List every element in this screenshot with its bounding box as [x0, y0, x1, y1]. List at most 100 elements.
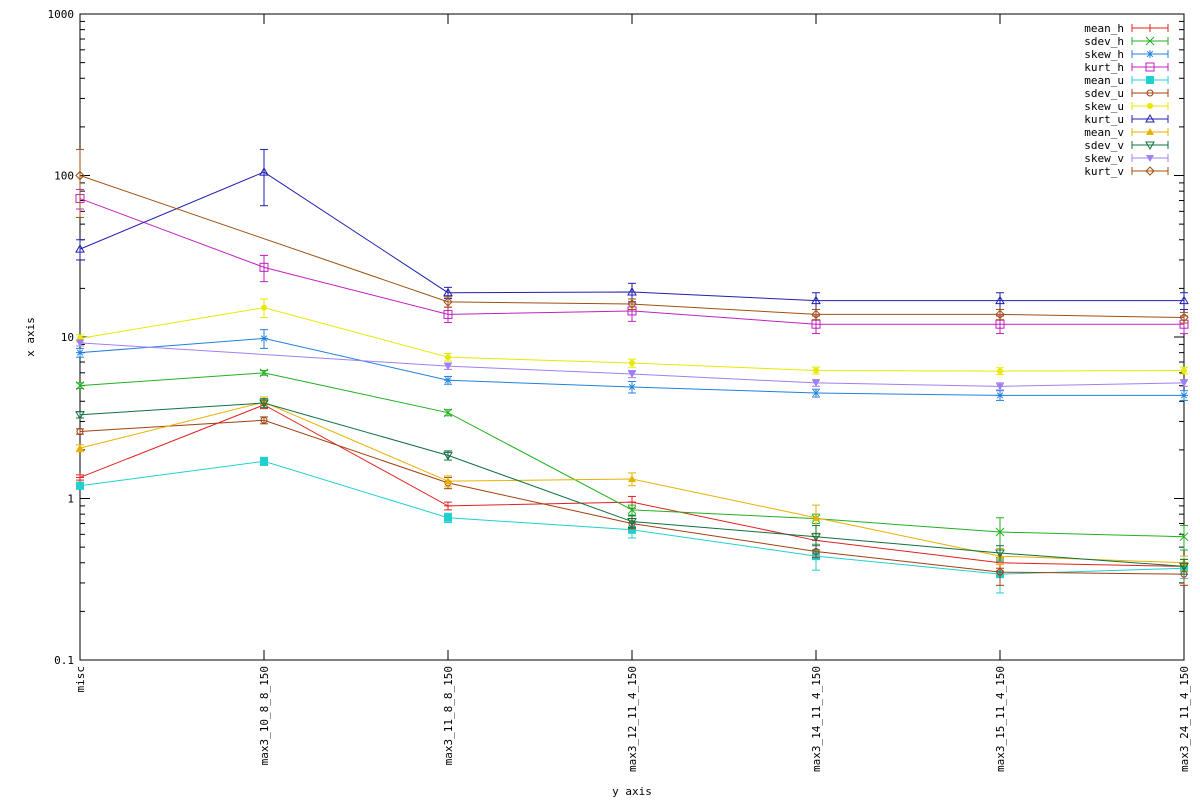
point-marker [627, 505, 637, 515]
point-marker [996, 383, 1004, 391]
legend-item: mean_v [1084, 126, 1169, 139]
legend-item: kurt_h [1084, 61, 1169, 74]
point-marker [1146, 76, 1154, 84]
legend-label: mean_v [1084, 126, 1124, 139]
point-marker [260, 334, 268, 343]
point-marker [76, 348, 84, 357]
point-marker [995, 309, 1005, 320]
series-kurt-h [75, 188, 1189, 335]
point-marker [995, 527, 1005, 537]
point-marker [444, 513, 452, 522]
legend-item: skew_h [1084, 48, 1169, 61]
series-line [79, 171, 1184, 302]
x-tick-label: max3_14_11_4_150 [810, 666, 823, 772]
error-bar [1180, 558, 1188, 575]
legend-label: mean_h [1084, 22, 1124, 35]
point-marker [628, 383, 636, 392]
point-marker [812, 513, 820, 521]
point-marker [259, 368, 269, 378]
point-marker [444, 477, 452, 485]
legend-label: kurt_v [1084, 165, 1124, 178]
legend-label: sdev_h [1084, 35, 1124, 48]
y-tick-label: 100 [54, 170, 74, 183]
x-tick-label: max3_11_8_8_150 [442, 666, 455, 765]
point-marker [1179, 295, 1189, 305]
point-marker [811, 309, 821, 320]
point-marker [996, 391, 1004, 400]
error-bar [76, 148, 84, 218]
point-marker [1147, 103, 1153, 109]
point-marker [1181, 367, 1187, 374]
series-kurt-u [75, 148, 1189, 311]
x-axis-label: y axis [612, 785, 652, 798]
point-marker [1179, 532, 1189, 542]
x-tick-label: max3_10_8_8_150 [258, 666, 271, 765]
y-axis-label: x axis [24, 317, 37, 357]
y-axis: 0.1 1 10 100 1000 [48, 8, 1184, 667]
point-marker [259, 399, 269, 409]
point-marker [1145, 166, 1155, 176]
point-marker [445, 354, 451, 361]
point-marker [1145, 36, 1155, 46]
point-marker [628, 371, 636, 379]
point-marker [259, 262, 269, 272]
legend-item: sdev_v [1084, 139, 1169, 152]
error-bar [996, 517, 1004, 551]
point-marker [1145, 62, 1155, 72]
x-tick-label: max3_12_11_4_150 [626, 666, 639, 772]
series-line [79, 342, 1185, 387]
point-marker [629, 360, 635, 367]
series-mean-v [76, 396, 1188, 571]
x-tick-label: max3_24_11_4_150 [1178, 666, 1191, 772]
point-marker [813, 367, 819, 374]
series-skew-u [76, 298, 1188, 376]
legend-label: skew_h [1084, 48, 1124, 61]
point-marker [811, 533, 821, 542]
legend-label: kurt_h [1084, 61, 1124, 74]
error-bar [1180, 525, 1188, 551]
point-marker [1145, 113, 1155, 123]
series-sdev-v [75, 398, 1189, 575]
error-bar [1180, 292, 1188, 311]
legend-item: skew_v [1084, 152, 1169, 165]
point-marker [996, 568, 1004, 576]
point-marker [443, 309, 453, 319]
point-marker [811, 295, 821, 305]
point-marker [75, 411, 85, 420]
point-marker [443, 297, 453, 307]
series-kurt-v [75, 148, 1189, 324]
point-marker [1180, 379, 1188, 387]
point-marker [812, 389, 820, 398]
point-marker [811, 319, 821, 329]
point-marker [260, 457, 268, 466]
legend-label: kurt_u [1084, 113, 1124, 126]
point-marker [1146, 50, 1154, 58]
point-marker [812, 379, 820, 387]
legend-label: skew_v [1084, 152, 1124, 165]
series-layer [75, 148, 1189, 594]
legend-item: mean_u [1084, 74, 1169, 87]
point-marker [76, 481, 84, 490]
point-marker [995, 319, 1005, 329]
point-marker [259, 167, 269, 176]
point-marker [1146, 128, 1154, 135]
point-marker [76, 339, 84, 347]
legend-label: sdev_u [1084, 87, 1124, 100]
point-marker [1146, 24, 1154, 32]
legend-item: sdev_h [1084, 35, 1169, 48]
error-bar [260, 254, 268, 283]
legend-item: kurt_v [1084, 165, 1169, 178]
x-tick-label: max3_15_11_4_150 [994, 666, 1007, 772]
series-skew-h [76, 329, 1188, 401]
y-tick-label: 1 [67, 493, 74, 506]
legend-label: mean_u [1084, 74, 1124, 87]
point-marker [1146, 155, 1154, 162]
y-tick-label: 10 [61, 331, 74, 344]
legend-label: skew_u [1084, 100, 1124, 113]
error-bar [260, 148, 268, 207]
point-marker [995, 549, 1005, 558]
point-marker [628, 525, 636, 534]
legend-item: skew_u [1084, 100, 1169, 113]
legend-item: kurt_u [1084, 113, 1169, 126]
